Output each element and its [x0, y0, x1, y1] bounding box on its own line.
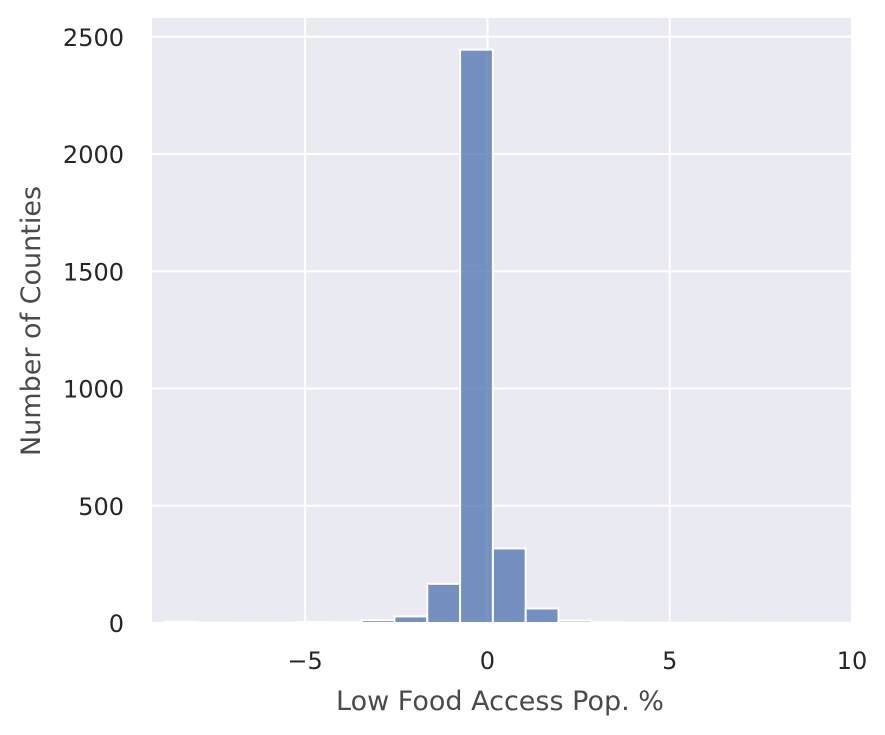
x-tick-label: −5: [287, 647, 322, 675]
histogram-bar: [426, 582, 462, 625]
histogram-bar: [163, 620, 199, 624]
y-tick-labels: 0 500 1000 1500 2000 2500: [63, 24, 124, 638]
histogram-bar: [590, 621, 626, 624]
x-axis-label: Low Food Access Pop. %: [336, 686, 664, 717]
histogram-bar: [557, 619, 593, 624]
x-tick-label: 10: [837, 647, 868, 675]
histogram-bar: [459, 48, 494, 624]
y-tick-label: 2000: [63, 141, 124, 169]
y-tick-label: 2500: [63, 24, 124, 52]
x-tick-label: 0: [480, 647, 495, 675]
histogram-bar: [393, 615, 429, 624]
plot-background: [152, 18, 852, 623]
grid: [152, 18, 853, 624]
y-tick-label: 1500: [63, 258, 124, 286]
histogram-bar: [491, 547, 527, 625]
y-axis-label: Number of Counties: [16, 186, 47, 456]
histogram-bar: [360, 619, 396, 624]
y-tick-label: 500: [78, 493, 124, 521]
histogram-bars: [163, 48, 855, 625]
histogram-bar: [327, 621, 363, 624]
y-tick-label: 0: [109, 610, 124, 638]
histogram-bar: [524, 607, 560, 625]
y-tick-label: 1000: [63, 376, 124, 404]
x-tick-labels: −5 0 5 10: [287, 647, 867, 675]
x-tick-label: 5: [662, 647, 677, 675]
histogram-bar: [295, 621, 330, 624]
